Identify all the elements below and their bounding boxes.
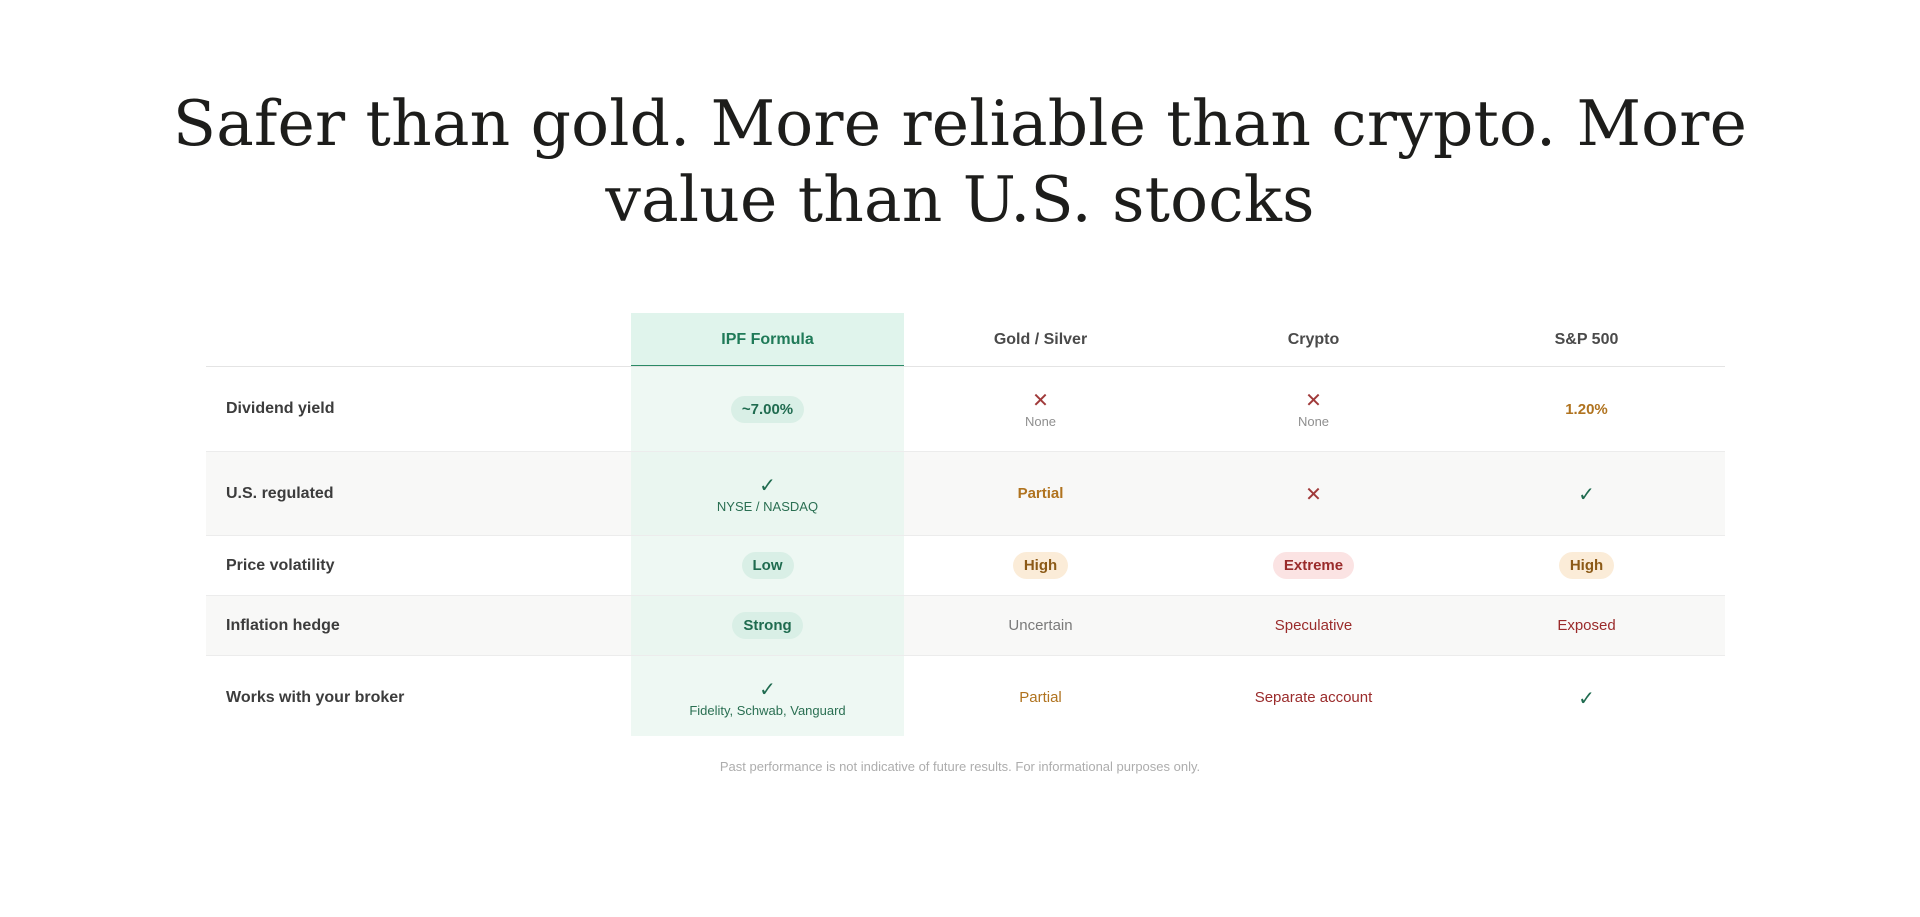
inflation-hedge-ipf-badge: Strong (732, 612, 803, 639)
page-headline: Safer than gold. More reliable than cryp… (0, 86, 1920, 238)
price-volatility-ipf-badge: Low (741, 552, 794, 579)
table-row-works-with-broker: Works with your broker ✓ Fidelity, Schwa… (206, 656, 1725, 739)
dividend-yield-crypto-text: None (1297, 414, 1330, 429)
table-row-price-volatility: Price volatility Low High Extreme High (206, 536, 1725, 596)
cross-icon: ✕ (1305, 388, 1322, 412)
headline-line-1: Safer than gold. More reliable than cryp… (172, 87, 1748, 160)
cell-sp500-works-with-broker: ✓ (1450, 656, 1723, 739)
table-row-us-regulated: U.S. regulated ✓ NYSE / NASDAQ Partial ✕… (206, 452, 1725, 536)
cell-crypto-works-with-broker: Separate account (1177, 656, 1450, 739)
header-empty-cell (206, 313, 631, 366)
column-header-ipf: IPF Formula (721, 330, 814, 348)
row-label-us-regulated: U.S. regulated (226, 484, 334, 502)
dividend-yield-sp500-text: 1.20% (1565, 400, 1608, 418)
cell-gold-works-with-broker: Partial (904, 656, 1177, 739)
row-label-dividend-yield: Dividend yield (226, 400, 335, 417)
cell-sp500-dividend-yield: 1.20% (1450, 367, 1723, 451)
cell-sp500-us-regulated: ✓ (1450, 452, 1723, 535)
price-volatility-crypto-badge: Extreme (1272, 552, 1355, 579)
column-header-sp500: S&P 500 (1554, 330, 1619, 348)
works-with-broker-ipf-text: Fidelity, Schwab, Vanguard (689, 702, 846, 718)
cell-sp500-inflation-hedge: Exposed (1450, 596, 1723, 655)
works-with-broker-crypto-text: Separate account (1254, 689, 1373, 706)
headline-line-2: value than U.S. stocks (605, 163, 1315, 236)
cell-crypto-us-regulated: ✕ (1177, 452, 1450, 535)
table-header-row: IPF Formula Gold / Silver Crypto S&P 500 (206, 313, 1725, 367)
price-volatility-sp500-badge: High (1558, 552, 1615, 579)
cell-ipf-works-with-broker: ✓ Fidelity, Schwab, Vanguard (631, 656, 904, 739)
cell-ipf-us-regulated: ✓ NYSE / NASDAQ (631, 452, 904, 535)
dividend-yield-ipf-badge: ~7.00% (730, 395, 805, 423)
row-label-price-volatility: Price volatility (226, 556, 335, 574)
cell-ipf-dividend-yield: ~7.00% (631, 367, 904, 451)
table-row-dividend-yield: Dividend yield ~7.00% ✕ None ✕ None 1.20… (206, 367, 1725, 452)
table-row-inflation-hedge: Inflation hedge Strong Uncertain Specula… (206, 596, 1725, 656)
us-regulated-ipf-text: NYSE / NASDAQ (716, 498, 819, 514)
cell-gold-inflation-hedge: Uncertain (904, 596, 1177, 655)
cell-gold-price-volatility: High (904, 536, 1177, 595)
works-with-broker-gold-text: Partial (1019, 689, 1062, 706)
check-icon: ✓ (759, 676, 776, 701)
us-regulated-gold-text: Partial (1017, 485, 1064, 502)
cross-icon: ✕ (1032, 388, 1049, 412)
cell-crypto-inflation-hedge: Speculative (1177, 596, 1450, 655)
cell-crypto-dividend-yield: ✕ None (1177, 367, 1450, 451)
price-volatility-gold-badge: High (1012, 552, 1069, 579)
cell-ipf-price-volatility: Low (631, 536, 904, 595)
dividend-yield-gold-text: None (1024, 414, 1057, 429)
check-icon: ✓ (1578, 481, 1595, 506)
cell-gold-us-regulated: Partial (904, 452, 1177, 535)
cell-crypto-price-volatility: Extreme (1177, 536, 1450, 595)
cell-gold-dividend-yield: ✕ None (904, 367, 1177, 451)
inflation-hedge-gold-text: Uncertain (1008, 617, 1073, 634)
cross-icon: ✕ (1305, 481, 1322, 506)
disclaimer-footnote: Past performance is not indicative of fu… (719, 759, 1201, 774)
comparison-table: IPF Formula Gold / Silver Crypto S&P 500… (206, 313, 1725, 739)
column-header-crypto: Crypto (1287, 330, 1340, 348)
inflation-hedge-sp500-text: Exposed (1557, 617, 1616, 634)
row-label-inflation-hedge: Inflation hedge (226, 616, 340, 634)
check-icon: ✓ (759, 472, 776, 497)
column-header-gold: Gold / Silver (993, 330, 1088, 348)
cell-sp500-price-volatility: High (1450, 536, 1723, 595)
cell-ipf-inflation-hedge: Strong (631, 596, 904, 655)
check-icon: ✓ (1578, 685, 1595, 710)
inflation-hedge-crypto-text: Speculative (1274, 617, 1353, 634)
row-label-works-with-broker: Works with your broker (226, 688, 405, 706)
